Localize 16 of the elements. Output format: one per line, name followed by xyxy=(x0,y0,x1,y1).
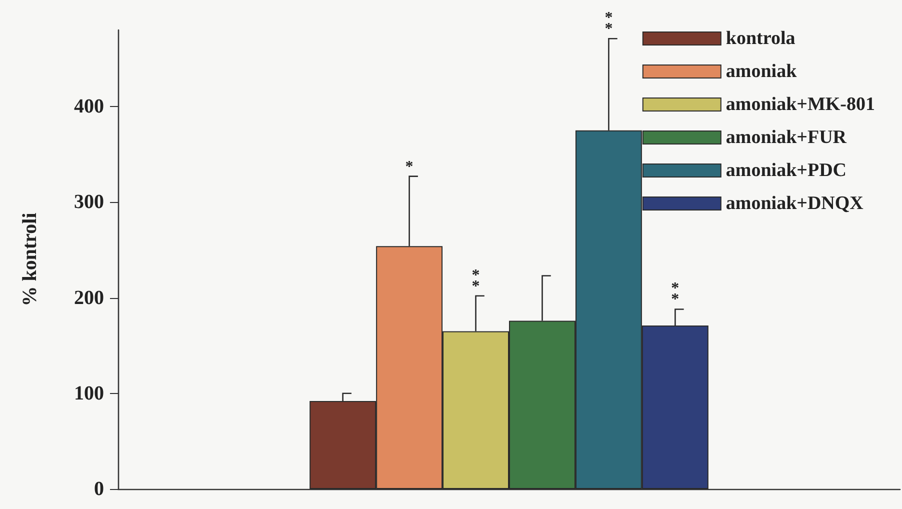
y-tick-label: 300 xyxy=(74,191,104,214)
annotation: ** xyxy=(472,266,480,295)
legend-label: amoniak+FUR xyxy=(726,127,847,148)
y-tick-label: 200 xyxy=(74,286,104,309)
annotation: * xyxy=(405,158,414,176)
annotation: ** xyxy=(604,10,613,38)
legend-label: amoniak+DNQX xyxy=(726,193,864,214)
y-tick-label: 0 xyxy=(94,478,104,500)
legend-label: amoniak+PDC xyxy=(726,160,847,181)
y-axis-title: % kontroli xyxy=(19,212,41,306)
legend-label: kontrola xyxy=(726,28,796,49)
legend-label: amoniak xyxy=(726,61,798,82)
legend-label: amoniak+MK-801 xyxy=(726,94,876,115)
annotation: ** xyxy=(671,280,680,308)
y-tick-label: 400 xyxy=(74,96,104,118)
y-tick-label: 100 xyxy=(74,382,104,404)
